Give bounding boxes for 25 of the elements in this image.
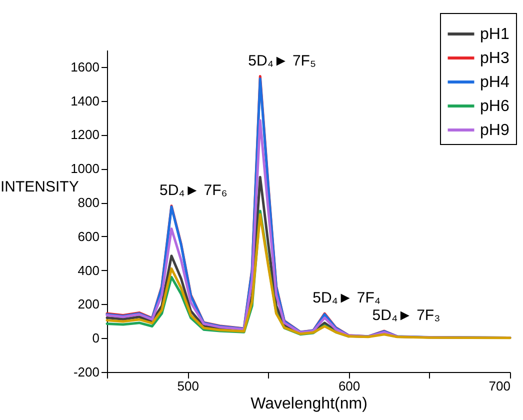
legend-label: pH6	[480, 98, 510, 115]
annotation: 5D₄► 7F₅	[248, 52, 316, 70]
y-tick-label: 1400	[70, 93, 100, 108]
x-axis-title: Wavelenght(nm)	[250, 396, 368, 412]
y-tick-label: 1600	[70, 59, 100, 74]
y-tick-label: 200	[78, 296, 100, 312]
y-axis-title: INTENSITY	[0, 178, 79, 196]
y-tick-label: 1000	[70, 161, 100, 176]
annotation: 5D₄► 7F₃	[372, 306, 440, 324]
y-tick-label: 0	[92, 330, 100, 346]
legend-label: pH9	[480, 122, 510, 139]
line-series	[106, 213, 512, 340]
x-tick-label: 500	[177, 378, 199, 394]
x-tick-label: 700	[488, 378, 510, 394]
y-tick-label: 400	[78, 262, 100, 278]
y-tick-label: 800	[78, 195, 100, 210]
y-tick-label: 600	[78, 228, 100, 244]
legend-label: pH1	[480, 26, 510, 43]
annotation: 5D₄► 7F₄	[312, 290, 381, 307]
y-tick-label: 1200	[70, 127, 100, 142]
annotation: 5D₄► 7F₆	[159, 182, 228, 199]
x-tick-label: 600	[338, 378, 360, 394]
legend-label: pH3	[480, 50, 510, 67]
legend-label: pH4	[480, 74, 510, 91]
y-tick-label: -200	[73, 364, 100, 380]
